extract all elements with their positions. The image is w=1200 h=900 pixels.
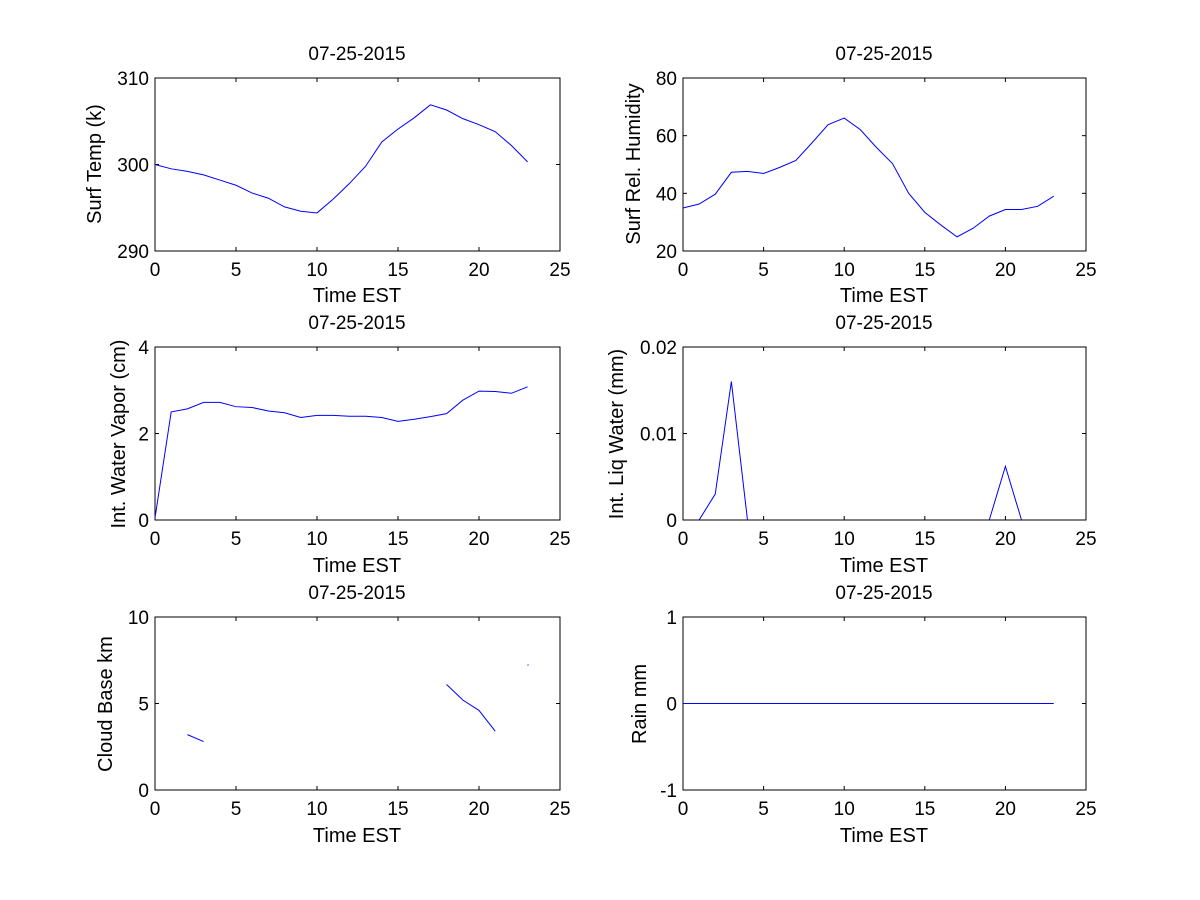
x-tick-label: 15 [914, 529, 935, 550]
axes-box [154, 77, 561, 252]
axes-box [682, 346, 1087, 521]
x-tick-label: 5 [758, 529, 769, 550]
y-tick-label: 2 [138, 425, 149, 446]
axes-box [154, 346, 561, 521]
x-axis-label: Time EST [840, 285, 928, 307]
y-axis-label: Surf Rel. Humidity [623, 83, 645, 244]
x-tick-label: 25 [549, 529, 570, 550]
x-axis-label: Time EST [840, 825, 928, 847]
y-axis-label: Cloud Base km [95, 636, 117, 772]
x-tick-label: 0 [678, 799, 689, 820]
x-axis-label: Time EST [840, 555, 928, 577]
y-tick-label: 0.02 [640, 338, 677, 359]
subplot-surf-temp: 07-25-2015 Time EST Surf Temp (k) 0 5 10 15… [84, 44, 571, 307]
y-tick-label: 0.01 [640, 425, 677, 446]
x-tick-label: 15 [387, 799, 408, 820]
y-tick-label: 0 [138, 511, 149, 532]
x-tick-label: 5 [758, 799, 769, 820]
series-line [527, 664, 529, 666]
y-tick-label: 1 [666, 608, 677, 629]
x-tick-label: 10 [306, 799, 327, 820]
x-tick-label: 15 [387, 260, 408, 281]
x-tick-label: 5 [231, 260, 242, 281]
x-tick-label: 10 [306, 260, 327, 281]
x-tick-label: 5 [231, 529, 242, 550]
subplot-rain: 07-25-2015 Time EST Rain mm 0 5 10 15 20 25-1… [629, 583, 1097, 847]
x-tick-label: 15 [914, 799, 935, 820]
x-tick-label: 15 [914, 260, 935, 281]
subplot-title: 07-25-2015 [835, 583, 932, 604]
series-line [187, 734, 204, 743]
x-tick-label: 25 [1075, 529, 1096, 550]
series-line [154, 386, 528, 518]
x-tick-label: 25 [549, 799, 570, 820]
y-tick-label: 0 [666, 511, 677, 532]
x-tick-label: 20 [995, 260, 1016, 281]
series-line [154, 104, 528, 214]
subplot-title: 07-25-2015 [835, 44, 932, 65]
series-line [988, 464, 1022, 521]
x-axis-label: Time EST [313, 285, 401, 307]
x-tick-label: 10 [306, 529, 327, 550]
y-tick-label: 60 [656, 127, 677, 148]
subplot-title: 07-25-2015 [308, 583, 405, 604]
x-tick-label: 10 [834, 529, 855, 550]
axes-box [154, 616, 561, 791]
series-line [698, 381, 748, 521]
y-tick-label: 80 [656, 69, 677, 90]
y-tick-label: 290 [117, 242, 149, 263]
y-tick-label: 0 [666, 695, 677, 716]
x-tick-label: 5 [758, 260, 769, 281]
y-axis-label: Surf Temp (k) [84, 104, 106, 224]
y-axis-label: Rain mm [629, 664, 651, 744]
y-tick-label: -1 [660, 781, 677, 802]
x-tick-label: 20 [468, 799, 489, 820]
x-tick-label: 20 [995, 799, 1016, 820]
x-tick-label: 10 [834, 260, 855, 281]
y-tick-label: 310 [117, 69, 149, 90]
x-tick-label: 0 [150, 260, 161, 281]
y-tick-label: 300 [117, 156, 149, 177]
x-tick-label: 0 [150, 799, 161, 820]
x-tick-label: 0 [678, 529, 689, 550]
x-tick-label: 25 [1075, 260, 1096, 281]
y-tick-label: 40 [656, 184, 677, 205]
x-tick-label: 25 [549, 260, 570, 281]
x-tick-label: 15 [387, 529, 408, 550]
y-axis-label: Int. Water Vapor (cm) [108, 340, 130, 529]
x-tick-label: 20 [468, 529, 489, 550]
y-tick-label: 10 [128, 608, 149, 629]
series-line [682, 117, 1055, 238]
y-tick-label: 20 [656, 242, 677, 263]
x-axis-label: Time EST [313, 825, 401, 847]
axes-box [682, 77, 1087, 252]
y-tick-label: 5 [138, 695, 149, 716]
x-tick-label: 25 [1075, 799, 1096, 820]
subplot-surf-rel-humidity: 07-25-2015 Time EST Surf Rel. Humidity 0… [623, 44, 1097, 307]
x-axis-label: Time EST [313, 555, 401, 577]
subplot-int-liq-water: 07-25-2015 Time EST Int. Liq Water (mm) … [606, 313, 1097, 577]
series-line [446, 684, 496, 732]
x-tick-label: 0 [150, 529, 161, 550]
y-tick-label: 0 [138, 781, 149, 802]
subplot-cloud-base: 07-25-2015 Time EST Cloud Base km 0 5 10 15… [95, 583, 571, 847]
x-tick-label: 10 [834, 799, 855, 820]
subplot-title: 07-25-2015 [308, 44, 405, 65]
subplot-title: 07-25-2015 [835, 313, 932, 334]
x-tick-label: 20 [468, 260, 489, 281]
x-tick-label: 20 [995, 529, 1016, 550]
x-tick-label: 5 [231, 799, 242, 820]
subplot-int-water-vapor: 07-25-2015 Time EST Int. Water Vapor (cm… [108, 313, 571, 577]
y-tick-label: 4 [138, 338, 149, 359]
x-tick-label: 0 [678, 260, 689, 281]
subplot-title: 07-25-2015 [308, 313, 405, 334]
y-axis-label: Int. Liq Water (mm) [606, 349, 628, 519]
